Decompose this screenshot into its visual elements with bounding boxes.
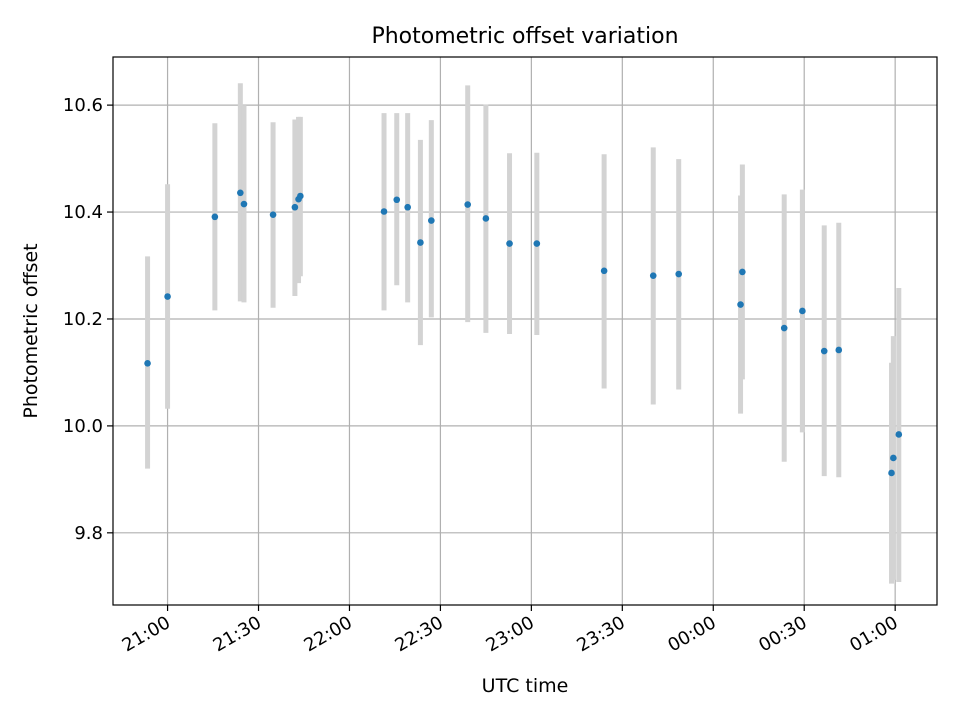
x-tick-label: 21:00 <box>119 612 174 656</box>
data-point <box>428 217 435 224</box>
x-tick-label: 23:00 <box>482 612 537 656</box>
errorbar-layer <box>145 83 902 584</box>
data-point <box>835 346 843 354</box>
data-point <box>895 431 903 438</box>
data-point <box>506 240 513 247</box>
data-point <box>417 239 424 246</box>
data-point <box>649 272 657 279</box>
data-point <box>675 270 683 278</box>
data-point <box>393 196 401 204</box>
data-point <box>237 189 244 197</box>
data-point <box>482 215 490 222</box>
data-point <box>464 201 472 208</box>
y-tick-label: 10.0 <box>63 416 103 437</box>
chart-title: Photometric offset variation <box>371 24 678 49</box>
y-tick-label: 9.8 <box>74 523 103 544</box>
data-point <box>600 267 608 275</box>
y-tick-label: 10.4 <box>63 202 103 223</box>
x-tick-label: 00:30 <box>755 612 810 656</box>
data-point <box>211 213 219 221</box>
data-point <box>404 203 411 211</box>
x-tick-label: 23:30 <box>573 612 628 656</box>
grid-layer <box>113 57 937 605</box>
point-layer <box>144 189 903 477</box>
data-point <box>144 360 151 367</box>
data-point <box>533 240 541 247</box>
data-point <box>380 208 388 215</box>
x-tick-label: 21:30 <box>210 612 265 656</box>
tick-layer: 21:00 21:30 22:00 22:30 23:00 23:30 00:00 00:30… <box>63 95 902 656</box>
data-point <box>240 200 248 208</box>
data-point <box>799 307 806 315</box>
y-axis-label: Photometric offset <box>20 243 42 418</box>
plot-frame <box>112 56 938 606</box>
data-point <box>888 469 895 477</box>
x-tick-label: 22:00 <box>301 612 356 656</box>
data-point <box>737 301 744 308</box>
x-tick-label: 01:00 <box>846 612 901 656</box>
data-point <box>269 211 277 219</box>
data-point <box>297 192 304 200</box>
data-point <box>890 454 897 462</box>
y-tick-label: 10.2 <box>63 309 103 330</box>
data-point <box>780 324 788 332</box>
data-point <box>164 293 171 300</box>
x-axis-label: UTC time <box>482 675 569 697</box>
data-point <box>291 203 299 211</box>
x-tick-label: 22:30 <box>391 612 446 656</box>
x-tick-label: 00:00 <box>664 612 719 656</box>
data-point <box>739 268 746 276</box>
y-tick-label: 10.6 <box>63 95 103 116</box>
data-point <box>820 347 828 355</box>
